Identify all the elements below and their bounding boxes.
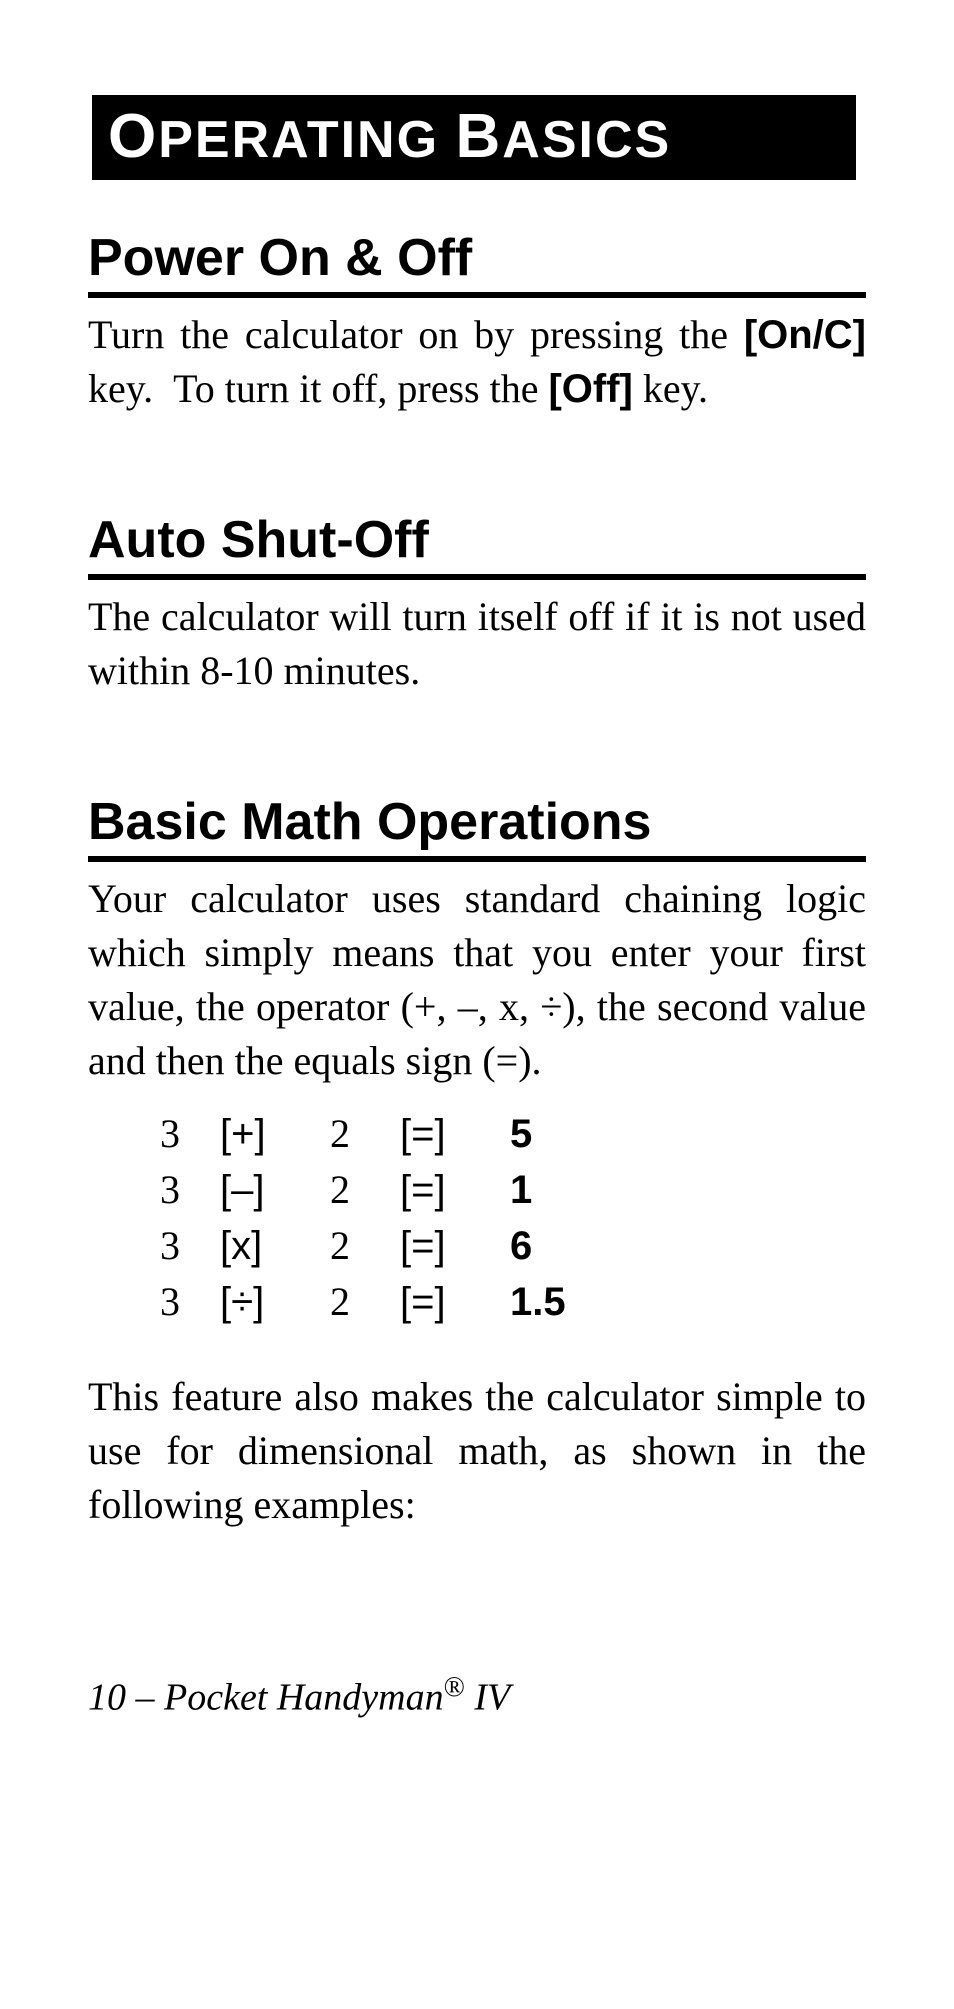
- equals: [=]: [400, 1274, 510, 1330]
- table-row: 3 [÷] 2 [=] 1.5: [160, 1274, 866, 1330]
- operator: [+]: [220, 1106, 330, 1162]
- product-name: Pocket Handyman: [164, 1677, 444, 1719]
- equals: [=]: [400, 1218, 510, 1274]
- result: 1.5: [510, 1274, 566, 1330]
- chapter-title: OPERATING BASICS: [92, 95, 856, 180]
- table-row: 3 [x] 2 [=] 6: [160, 1218, 866, 1274]
- operand-b: 2: [330, 1218, 400, 1274]
- operand-a: 3: [160, 1274, 220, 1330]
- equals: [=]: [400, 1106, 510, 1162]
- result: 5: [510, 1106, 532, 1162]
- operand-a: 3: [160, 1162, 220, 1218]
- operand-b: 2: [330, 1274, 400, 1330]
- registered-mark: ®: [444, 1672, 465, 1703]
- result: 1: [510, 1162, 532, 1218]
- operand-b: 2: [330, 1162, 400, 1218]
- operand-a: 3: [160, 1218, 220, 1274]
- result: 6: [510, 1218, 532, 1274]
- section-heading-basic: Basic Math Operations: [88, 792, 866, 862]
- operand-a: 3: [160, 1106, 220, 1162]
- product-suffix: IV: [474, 1677, 510, 1719]
- manual-page: OPERATING BASICS Power On & Off Turn the…: [0, 0, 954, 1800]
- operator: [–]: [220, 1162, 330, 1218]
- basic-outro: This feature also makes the calculator s…: [88, 1370, 866, 1532]
- power-body: Turn the calculator on by pressing the […: [88, 308, 866, 416]
- table-row: 3 [–] 2 [=] 1: [160, 1162, 866, 1218]
- operator: [÷]: [220, 1274, 330, 1330]
- operand-b: 2: [330, 1106, 400, 1162]
- page-number: 10: [88, 1677, 126, 1719]
- auto-body: The calculator will turn itself off if i…: [88, 590, 866, 698]
- page-footer: 10 – Pocket Handyman® IV: [88, 1672, 866, 1720]
- section-heading-auto: Auto Shut-Off: [88, 510, 866, 580]
- table-row: 3 [+] 2 [=] 5: [160, 1106, 866, 1162]
- math-examples-table: 3 [+] 2 [=] 5 3 [–] 2 [=] 1 3 [x] 2 [=] …: [160, 1106, 866, 1330]
- section-heading-power: Power On & Off: [88, 228, 866, 298]
- operator: [x]: [220, 1218, 330, 1274]
- basic-intro: Your calculator uses standard chaining l…: [88, 872, 866, 1088]
- equals: [=]: [400, 1162, 510, 1218]
